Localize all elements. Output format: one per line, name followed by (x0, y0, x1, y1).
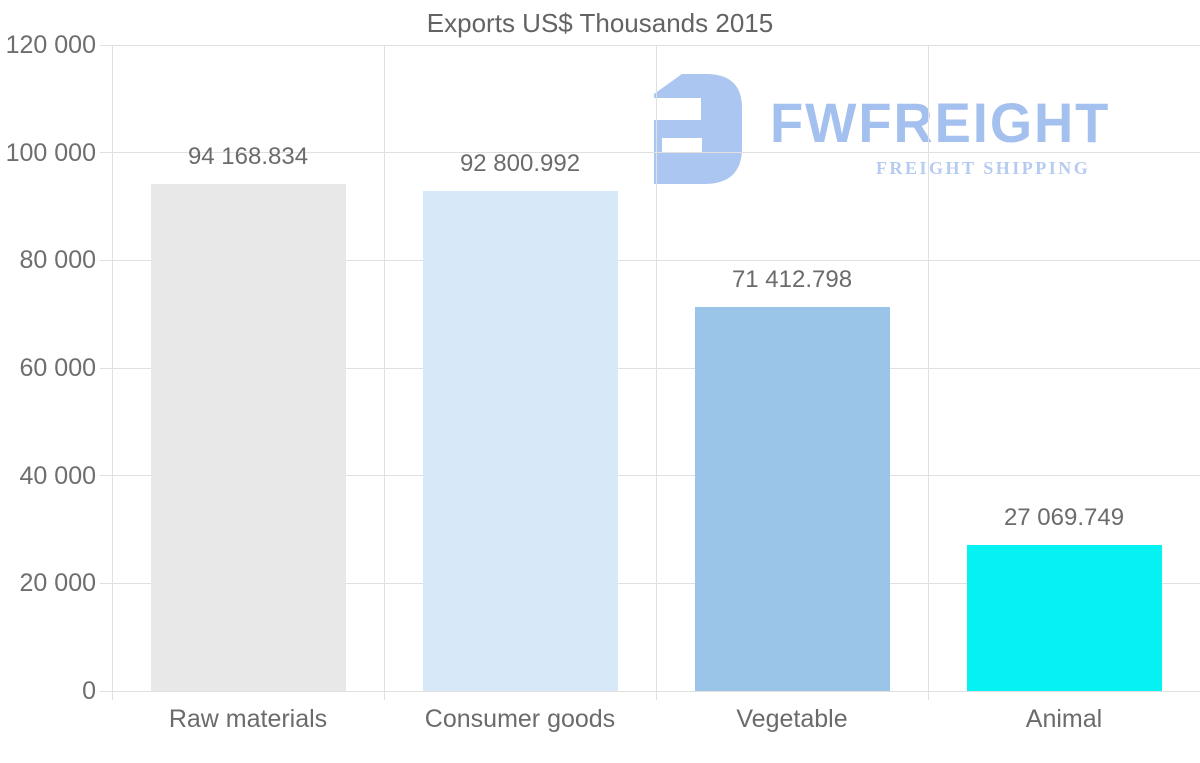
bar-vegetable[interactable] (694, 306, 890, 691)
gridline-y-0 (100, 690, 1200, 692)
bar-value-label-raw-materials: 94 168.834 (187, 143, 309, 171)
gridline-x-boundary-2 (655, 45, 657, 700)
bar-value-label-consumer-goods: 92 800.992 (459, 150, 581, 178)
x-category-label-vegetable: Vegetable (736, 705, 848, 733)
y-tick-label-120-000: 120 000 (5, 31, 96, 59)
y-tick-label-100-000: 100 000 (5, 138, 96, 167)
chart-title: Exports US$ Thousands 2015 (426, 8, 774, 38)
y-tick-label-40-000: 40 000 (19, 461, 96, 490)
y-tick-label-0: 0 (82, 677, 96, 705)
bar-consumer-goods[interactable] (422, 191, 618, 691)
y-axis-line (111, 45, 113, 700)
fwfreight-logo-mark-icon (648, 74, 742, 184)
bar-value-label-animal: 27 069.749 (1003, 504, 1125, 532)
y-tick-label-20-000: 20 000 (19, 569, 96, 598)
gridline-y-20-000 (100, 582, 1200, 584)
gridline-y-80-000 (100, 259, 1200, 261)
gridline-x-boundary-3 (927, 45, 929, 700)
fwfreight-logo: FWFREIGHT FREIGHT SHIPPING (648, 70, 1158, 190)
gridline-y-100-000 (100, 152, 1200, 154)
x-category-label-raw-materials: Raw materials (168, 705, 328, 733)
bar-animal[interactable] (966, 545, 1162, 691)
y-tick-label-60-000: 60 000 (19, 354, 96, 382)
gridline-y-120-000 (100, 44, 1200, 46)
bar-value-label-vegetable: 71 412.798 (731, 265, 853, 293)
gridline-x-boundary-1 (383, 45, 385, 700)
x-category-label-consumer-goods: Consumer goods (424, 705, 616, 733)
gridline-y-60-000 (100, 367, 1200, 369)
gridline-y-40-000 (100, 475, 1200, 477)
bar-raw-materials[interactable] (150, 184, 346, 691)
x-category-label-animal: Animal (1025, 705, 1103, 733)
y-tick-label-80-000: 80 000 (19, 246, 96, 275)
logo-name-text: FWFREIGHT (770, 91, 1111, 154)
logo-tagline-text: FREIGHT SHIPPING (876, 158, 1091, 178)
